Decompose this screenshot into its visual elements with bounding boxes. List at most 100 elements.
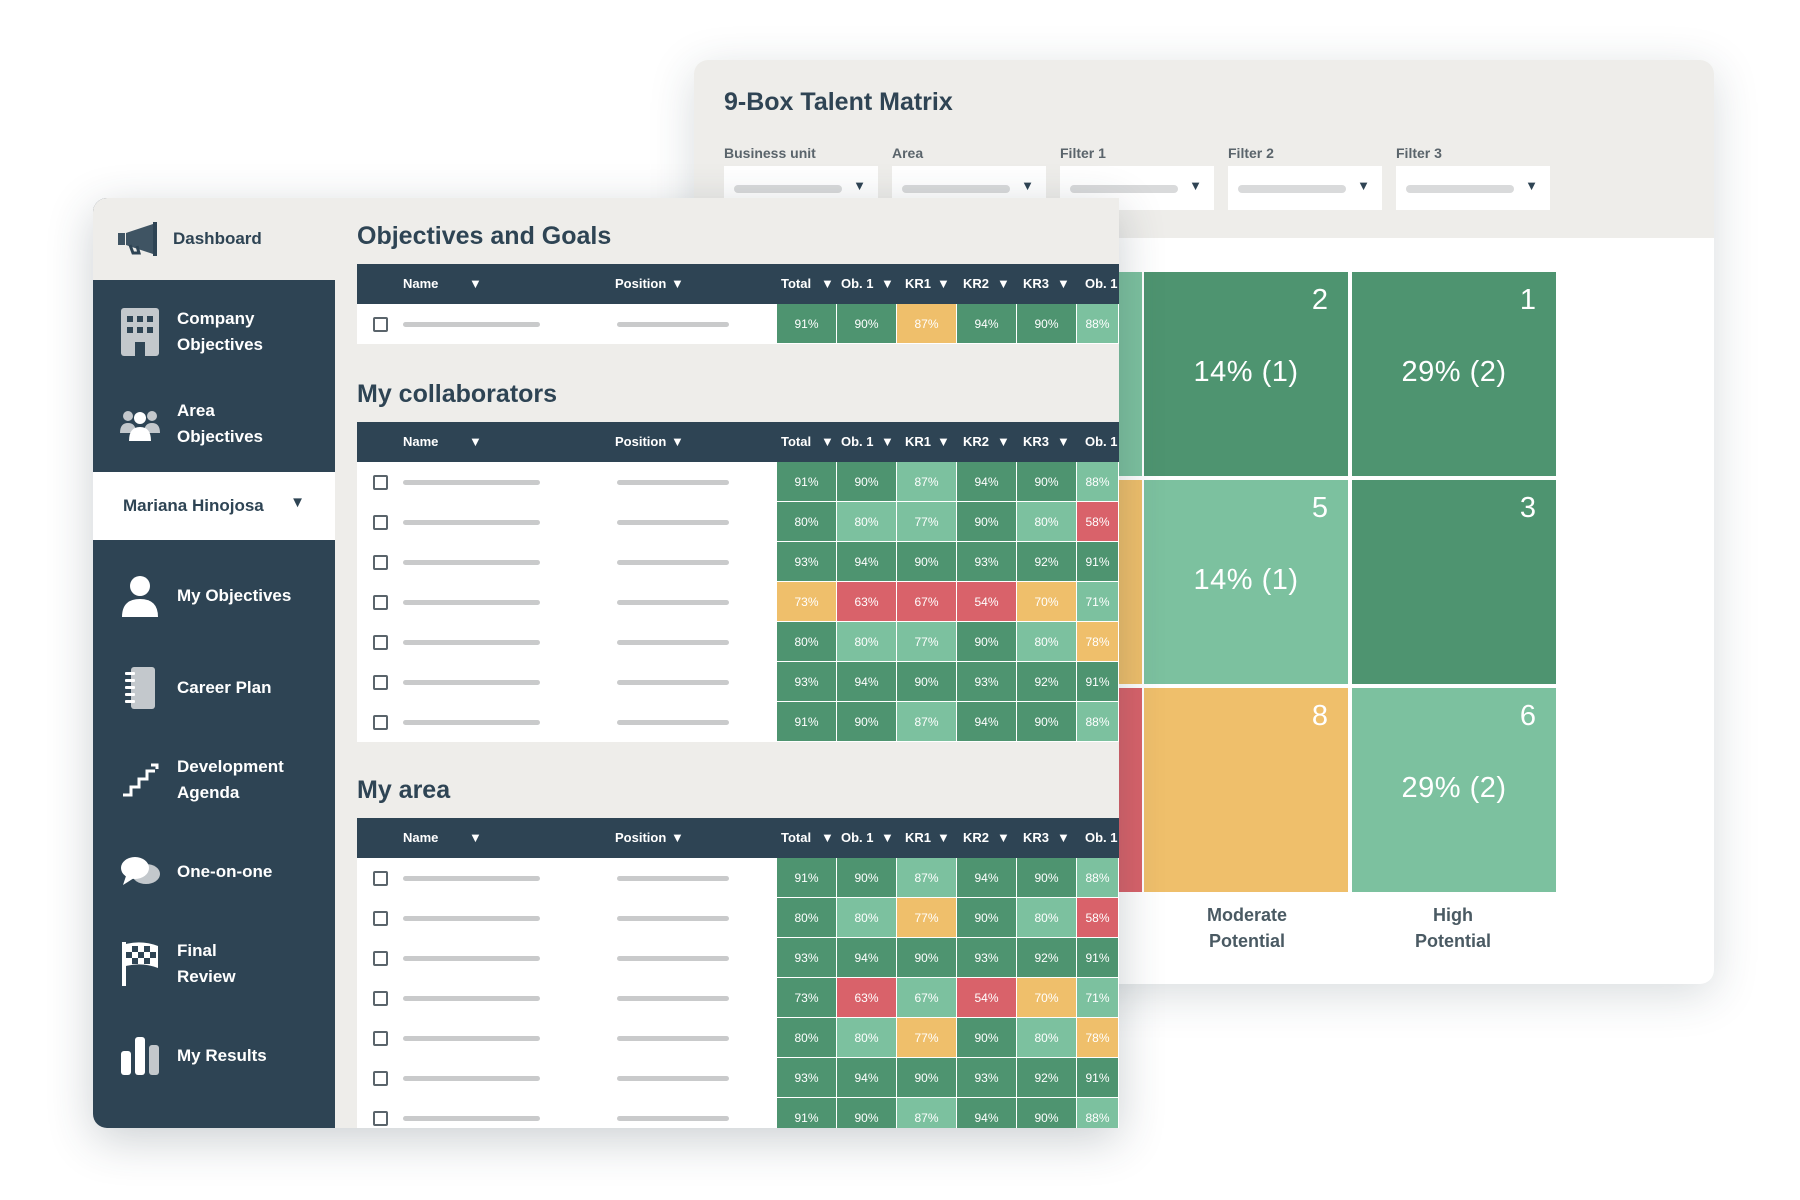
- sort-arrow-icon[interactable]: ▼: [937, 276, 950, 291]
- sort-arrow-icon[interactable]: ▼: [1057, 830, 1070, 845]
- filter-2-select[interactable]: ▼: [1228, 166, 1382, 210]
- col-position-header[interactable]: Position: [615, 830, 667, 845]
- row-checkbox[interactable]: [373, 1111, 388, 1126]
- table-row[interactable]: 91% 90% 87% 94% 90% 88%: [357, 462, 1119, 502]
- sidebar-item-area-objectives[interactable]: Area Objectives: [93, 378, 335, 470]
- sort-arrow-icon[interactable]: ▼: [821, 276, 834, 291]
- matrix-cell-5[interactable]: 5 14% (1): [1142, 478, 1350, 686]
- sort-arrow-icon[interactable]: ▼: [881, 434, 894, 449]
- sidebar-item-my-objectives[interactable]: My Objectives: [93, 550, 335, 642]
- col-ob1-header[interactable]: Ob. 1: [841, 276, 874, 291]
- table-row[interactable]: 93% 94% 90% 93% 92% 91%: [357, 662, 1119, 702]
- matrix-cell-3[interactable]: 3: [1350, 478, 1558, 686]
- col-ob-extra-header[interactable]: Ob. 1: [1085, 276, 1118, 291]
- col-kr1-header[interactable]: KR1: [905, 830, 932, 845]
- col-kr3-header[interactable]: KR3: [1023, 830, 1050, 845]
- kr3-cell: 92%: [1017, 938, 1077, 978]
- sort-arrow-icon[interactable]: ▼: [821, 434, 834, 449]
- col-ob1-header[interactable]: Ob. 1: [841, 830, 874, 845]
- kr2-cell: 94%: [957, 858, 1017, 898]
- table-row[interactable]: 73% 63% 67% 54% 70% 71%: [357, 582, 1119, 622]
- sidebar-item-company-objectives[interactable]: Company Objectives: [93, 286, 335, 378]
- sort-arrow-icon[interactable]: ▼: [881, 276, 894, 291]
- sort-arrow-icon[interactable]: ▼: [881, 830, 894, 845]
- table-row[interactable]: 93% 94% 90% 93% 92% 91%: [357, 542, 1119, 582]
- matrix-cell-2[interactable]: 2 14% (1): [1142, 270, 1350, 478]
- col-position-header[interactable]: Position: [615, 276, 667, 291]
- col-kr3-header[interactable]: KR3: [1023, 276, 1050, 291]
- matrix-cell-8[interactable]: 8: [1142, 686, 1350, 894]
- sort-arrow-icon[interactable]: ▼: [821, 830, 834, 845]
- row-checkbox[interactable]: [373, 715, 388, 730]
- row-checkbox[interactable]: [373, 871, 388, 886]
- sort-arrow-icon[interactable]: ▼: [671, 830, 684, 845]
- col-ob-extra-header[interactable]: Ob. 1: [1085, 830, 1118, 845]
- row-checkbox[interactable]: [373, 1031, 388, 1046]
- table-row[interactable]: 91% 90% 87% 94% 90% 88%: [357, 1098, 1119, 1128]
- col-total-header[interactable]: Total: [781, 434, 812, 449]
- col-position-header[interactable]: Position: [615, 434, 667, 449]
- sort-arrow-icon[interactable]: ▼: [997, 434, 1010, 449]
- table-row[interactable]: 80% 80% 77% 90% 80% 58%: [357, 502, 1119, 542]
- row-checkbox[interactable]: [373, 475, 388, 490]
- filter-3-select[interactable]: ▼: [1396, 166, 1550, 210]
- table-row[interactable]: 73% 63% 67% 54% 70% 71%: [357, 978, 1119, 1018]
- table-row[interactable]: 80% 80% 77% 90% 80% 78%: [357, 622, 1119, 662]
- col-kr2-header[interactable]: KR2: [963, 830, 990, 845]
- col-kr3-header[interactable]: KR3: [1023, 434, 1050, 449]
- sidebar-item-my-results[interactable]: My Results: [93, 1010, 335, 1102]
- col-kr1-header[interactable]: KR1: [905, 276, 932, 291]
- col-ob-extra-header[interactable]: Ob. 1: [1085, 434, 1118, 449]
- sort-arrow-icon[interactable]: ▼: [997, 830, 1010, 845]
- sort-arrow-icon[interactable]: ▼: [469, 276, 482, 291]
- sort-arrow-icon[interactable]: ▼: [671, 276, 684, 291]
- sort-arrow-icon[interactable]: ▼: [997, 276, 1010, 291]
- sort-arrow-icon[interactable]: ▼: [937, 434, 950, 449]
- row-checkbox[interactable]: [373, 635, 388, 650]
- row-checkbox[interactable]: [373, 675, 388, 690]
- sidebar-item-career-plan[interactable]: Career Plan: [93, 642, 335, 734]
- sort-arrow-icon[interactable]: ▼: [469, 830, 482, 845]
- col-name-header[interactable]: Name: [403, 830, 439, 845]
- table-row[interactable]: 93% 94% 90% 93% 92% 91%: [357, 938, 1119, 978]
- table-header: Name ▼ Position ▼ Total ▼ Ob. 1 ▼ KR1 ▼ …: [357, 422, 1119, 462]
- table-row[interactable]: 93% 94% 90% 93% 92% 91%: [357, 1058, 1119, 1098]
- table-row[interactable]: 91% 90% 87% 94% 90% 88%: [357, 702, 1119, 742]
- table-row[interactable]: 91% 90% 87% 94% 90% 88%: [357, 304, 1119, 344]
- matrix-cell-6[interactable]: 6 29% (2): [1350, 686, 1558, 894]
- sort-arrow-icon[interactable]: ▼: [1057, 276, 1070, 291]
- col-total-header[interactable]: Total: [781, 830, 812, 845]
- matrix-cell-1[interactable]: 1 29% (2): [1350, 270, 1558, 478]
- sidebar-item-development-agenda[interactable]: Development Agenda: [93, 734, 335, 826]
- sort-arrow-icon[interactable]: ▼: [469, 434, 482, 449]
- ob1-cell: 94%: [837, 938, 897, 978]
- row-checkbox[interactable]: [373, 951, 388, 966]
- row-checkbox[interactable]: [373, 911, 388, 926]
- col-name-header[interactable]: Name: [403, 276, 439, 291]
- table-row[interactable]: 80% 80% 77% 90% 80% 58%: [357, 898, 1119, 938]
- sort-arrow-icon[interactable]: ▼: [671, 434, 684, 449]
- col-ob1-header[interactable]: Ob. 1: [841, 434, 874, 449]
- sidebar-item-one-on-one[interactable]: One-on-one: [93, 826, 335, 918]
- row-checkbox[interactable]: [373, 555, 388, 570]
- sort-arrow-icon[interactable]: ▼: [1057, 434, 1070, 449]
- col-kr2-header[interactable]: KR2: [963, 276, 990, 291]
- row-checkbox[interactable]: [373, 595, 388, 610]
- col-name-header[interactable]: Name: [403, 434, 439, 449]
- sort-arrow-icon[interactable]: ▼: [937, 830, 950, 845]
- row-checkbox[interactable]: [373, 317, 388, 332]
- col-kr2-header[interactable]: KR2: [963, 434, 990, 449]
- ob-extra-cell: 78%: [1077, 622, 1119, 662]
- position-placeholder: [617, 1076, 729, 1081]
- row-checkbox[interactable]: [373, 1071, 388, 1086]
- sidebar-item-dashboard[interactable]: Dashboard: [93, 198, 335, 280]
- table-row[interactable]: 80% 80% 77% 90% 80% 78%: [357, 1018, 1119, 1058]
- sidebar-item-final-review[interactable]: Final Review: [93, 918, 335, 1010]
- row-checkbox[interactable]: [373, 515, 388, 530]
- kr3-cell: 92%: [1017, 662, 1077, 702]
- col-total-header[interactable]: Total: [781, 276, 812, 291]
- col-kr1-header[interactable]: KR1: [905, 434, 932, 449]
- row-checkbox[interactable]: [373, 991, 388, 1006]
- table-row[interactable]: 91% 90% 87% 94% 90% 88%: [357, 858, 1119, 898]
- user-select[interactable]: Mariana Hinojosa ▼: [93, 472, 335, 540]
